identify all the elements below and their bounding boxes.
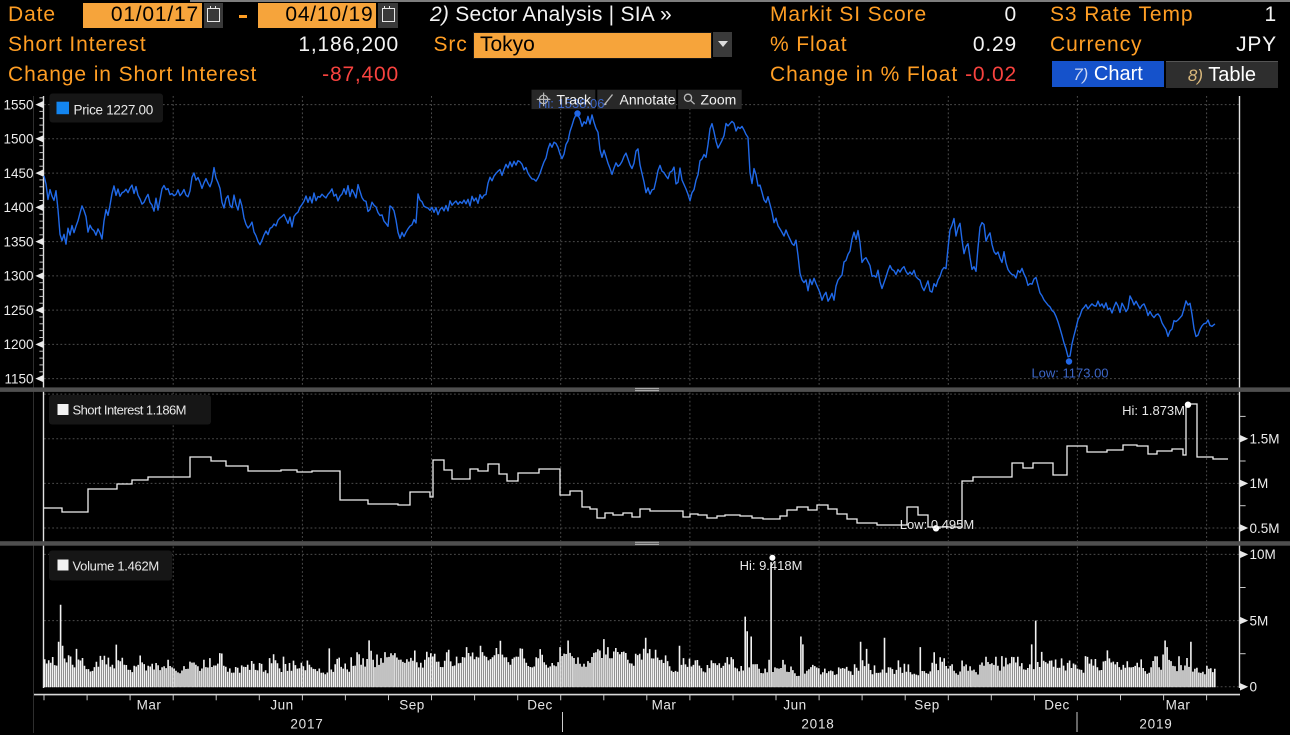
svg-text:Hi: 9.418M: Hi: 9.418M xyxy=(740,558,803,573)
svg-text:10M: 10M xyxy=(1250,547,1276,562)
svg-text:0.5M: 0.5M xyxy=(1250,521,1280,536)
svg-text:Hi: 1.873M: Hi: 1.873M xyxy=(1122,403,1185,418)
svg-text:1450: 1450 xyxy=(3,166,33,181)
svg-text:1150: 1150 xyxy=(4,371,33,386)
svg-text:2019: 2019 xyxy=(1139,717,1172,732)
svg-text:Short Interest 1.186M: Short Interest 1.186M xyxy=(73,403,186,418)
svg-text:Sep: Sep xyxy=(914,698,940,713)
svg-text:Low: 0.495M: Low: 0.495M xyxy=(900,517,974,532)
svg-text:1M: 1M xyxy=(1250,476,1269,491)
svg-text:Zoom: Zoom xyxy=(701,92,737,108)
svg-text:2018: 2018 xyxy=(801,717,834,732)
svg-text:1550: 1550 xyxy=(3,97,33,112)
svg-text:1.5M: 1.5M xyxy=(1250,432,1280,447)
svg-text:Dec: Dec xyxy=(527,698,553,713)
svg-text:5M: 5M xyxy=(1250,613,1269,628)
svg-text:1300: 1300 xyxy=(3,269,33,284)
svg-text:Sep: Sep xyxy=(399,698,425,713)
svg-text:Mar: Mar xyxy=(652,698,677,713)
svg-text:Price 1227.00: Price 1227.00 xyxy=(74,103,153,118)
svg-text:1200: 1200 xyxy=(3,337,33,352)
svg-text:Annotate: Annotate xyxy=(620,92,676,108)
svg-text:Jun: Jun xyxy=(783,698,806,713)
svg-text:Mar: Mar xyxy=(1166,698,1191,713)
svg-text:0: 0 xyxy=(1250,680,1258,695)
svg-text:Jun: Jun xyxy=(270,698,293,713)
svg-text:Mar: Mar xyxy=(137,698,162,713)
svg-text:Hi: 1538.06: Hi: 1538.06 xyxy=(538,96,605,111)
svg-text:Dec: Dec xyxy=(1044,698,1070,713)
svg-text:Volume 1.462M: Volume 1.462M xyxy=(73,559,159,574)
svg-text:1500: 1500 xyxy=(3,132,33,147)
svg-text:Track: Track xyxy=(557,92,592,108)
svg-text:1250: 1250 xyxy=(3,303,33,318)
svg-text:Low: 1173.00: Low: 1173.00 xyxy=(1031,366,1108,381)
svg-text:1350: 1350 xyxy=(3,234,33,249)
svg-text:1400: 1400 xyxy=(3,200,33,215)
svg-text:2017: 2017 xyxy=(290,717,323,732)
